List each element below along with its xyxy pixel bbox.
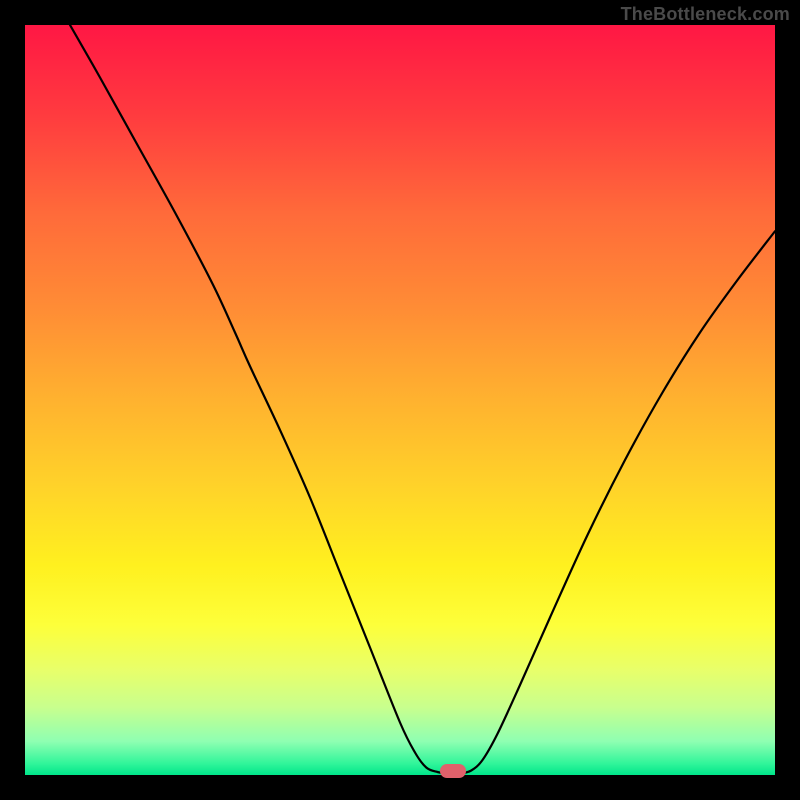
min-marker (440, 764, 466, 778)
curve-path (70, 25, 775, 774)
chart-stage: TheBottleneck.com (0, 0, 800, 800)
watermark-text: TheBottleneck.com (621, 4, 790, 25)
plot-area (25, 25, 775, 775)
bottleneck-curve (25, 25, 775, 775)
